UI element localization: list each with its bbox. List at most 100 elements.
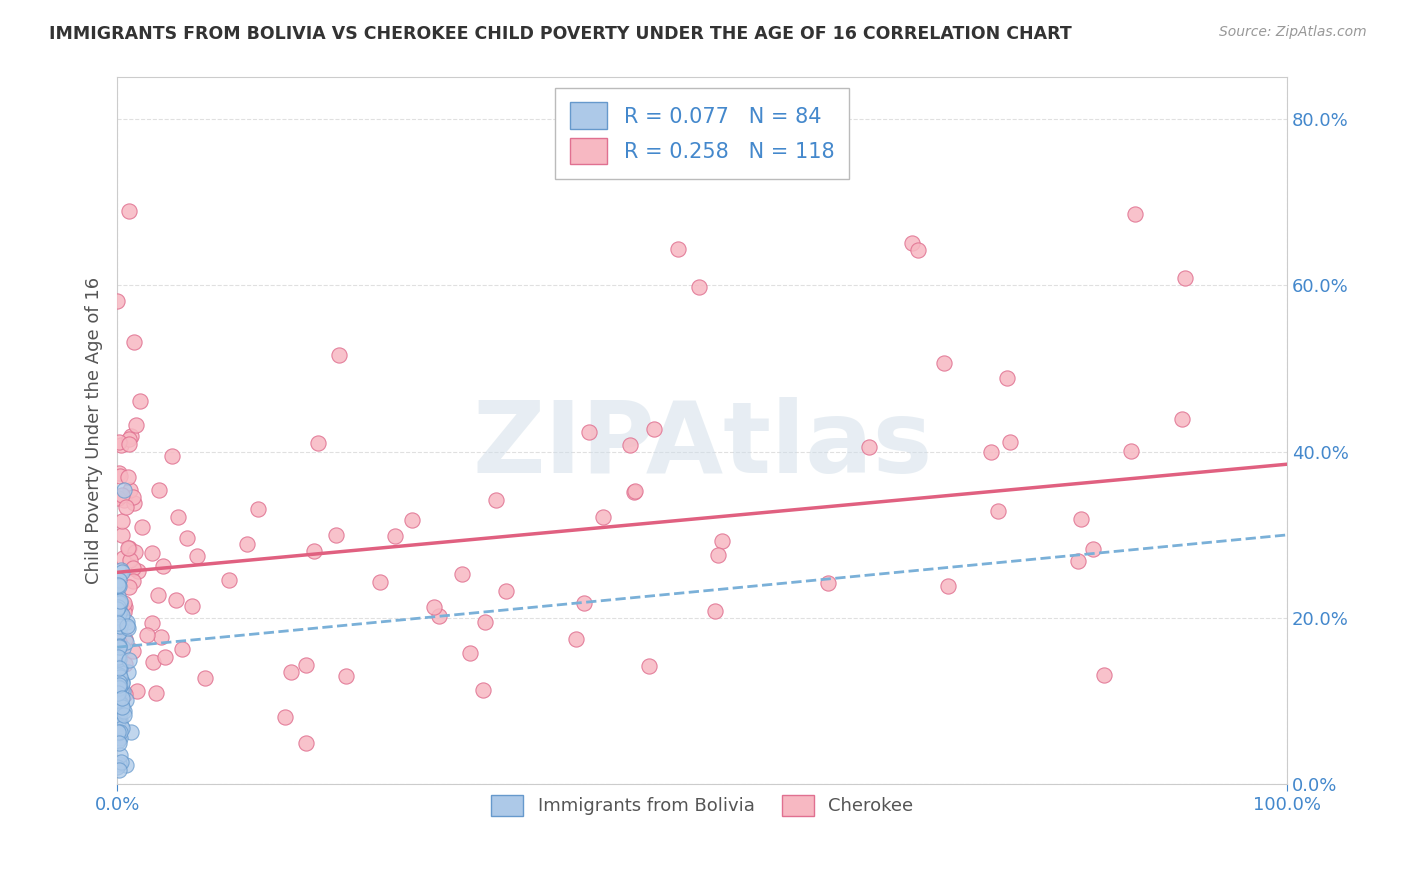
Point: [107, 605, 129, 619]
Point: [117, 470, 139, 484]
Point: [107, 578, 129, 592]
Point: [110, 725, 132, 739]
Point: [564, 632, 586, 647]
Point: [108, 662, 131, 676]
Point: [1081, 541, 1104, 556]
Point: [711, 534, 734, 549]
Point: [160, 450, 183, 464]
Point: [114, 758, 136, 772]
Point: [107, 705, 129, 719]
Point: [638, 659, 661, 673]
Point: [401, 513, 423, 527]
Point: [105, 760, 128, 774]
Point: [108, 435, 131, 450]
Point: [111, 514, 134, 528]
Point: [107, 725, 129, 739]
Point: [472, 682, 495, 697]
Point: [128, 394, 150, 409]
Point: [295, 736, 318, 750]
Point: [105, 727, 128, 741]
Point: [111, 700, 134, 714]
Point: [107, 635, 129, 649]
Point: [107, 589, 129, 603]
Point: [121, 574, 143, 588]
Point: [114, 657, 136, 672]
Point: [114, 500, 136, 515]
Point: [932, 356, 955, 370]
Point: [117, 436, 139, 450]
Point: [114, 635, 136, 649]
Point: [451, 566, 474, 581]
Point: [108, 672, 131, 686]
Point: [108, 661, 131, 675]
Point: [108, 709, 131, 723]
Point: [688, 279, 710, 293]
Point: [666, 242, 689, 256]
Point: [114, 693, 136, 707]
Point: [108, 714, 131, 728]
Point: [194, 671, 217, 685]
Point: [108, 640, 131, 655]
Point: [107, 736, 129, 750]
Point: [423, 600, 446, 615]
Point: [136, 628, 159, 642]
Point: [148, 483, 170, 498]
Point: [1000, 434, 1022, 449]
Point: [107, 672, 129, 686]
Point: [112, 606, 135, 620]
Point: [108, 573, 131, 587]
Point: [458, 646, 481, 660]
Point: [107, 579, 129, 593]
Point: [107, 639, 129, 653]
Point: [107, 693, 129, 707]
Point: [118, 580, 141, 594]
Point: [111, 690, 134, 705]
Point: [108, 763, 131, 777]
Point: [181, 599, 204, 613]
Point: [108, 625, 131, 640]
Point: [110, 731, 132, 745]
Point: [176, 531, 198, 545]
Point: [936, 579, 959, 593]
Y-axis label: Child Poverty Under the Age of 16: Child Poverty Under the Age of 16: [86, 277, 103, 584]
Point: [125, 417, 148, 432]
Point: [235, 537, 257, 551]
Point: [624, 484, 647, 499]
Point: [108, 660, 131, 674]
Point: [110, 563, 132, 577]
Point: [485, 493, 508, 508]
Point: [110, 719, 132, 733]
Point: [995, 371, 1018, 385]
Point: [108, 593, 131, 607]
Point: [111, 615, 134, 629]
Point: [619, 438, 641, 452]
Point: [105, 602, 128, 616]
Point: [127, 564, 149, 578]
Point: [121, 643, 143, 657]
Point: [108, 579, 131, 593]
Point: [110, 704, 132, 718]
Point: [907, 243, 929, 257]
Point: [295, 658, 318, 673]
Point: [858, 440, 880, 454]
Point: [107, 626, 129, 640]
Point: [146, 588, 169, 602]
Point: [118, 483, 141, 498]
Point: [987, 504, 1010, 518]
Point: [118, 203, 141, 218]
Point: [112, 704, 135, 718]
Point: [247, 502, 270, 516]
Point: [153, 650, 176, 665]
Point: [149, 630, 172, 644]
Point: [108, 667, 131, 681]
Text: IMMIGRANTS FROM BOLIVIA VS CHEROKEE CHILD POVERTY UNDER THE AGE OF 16 CORRELATIO: IMMIGRANTS FROM BOLIVIA VS CHEROKEE CHIL…: [49, 25, 1071, 43]
Point: [111, 488, 134, 502]
Point: [427, 609, 450, 624]
Point: [1174, 270, 1197, 285]
Point: [273, 710, 295, 724]
Point: [107, 293, 129, 308]
Point: [125, 684, 148, 698]
Point: [704, 604, 727, 618]
Point: [110, 698, 132, 712]
Point: [121, 490, 143, 504]
